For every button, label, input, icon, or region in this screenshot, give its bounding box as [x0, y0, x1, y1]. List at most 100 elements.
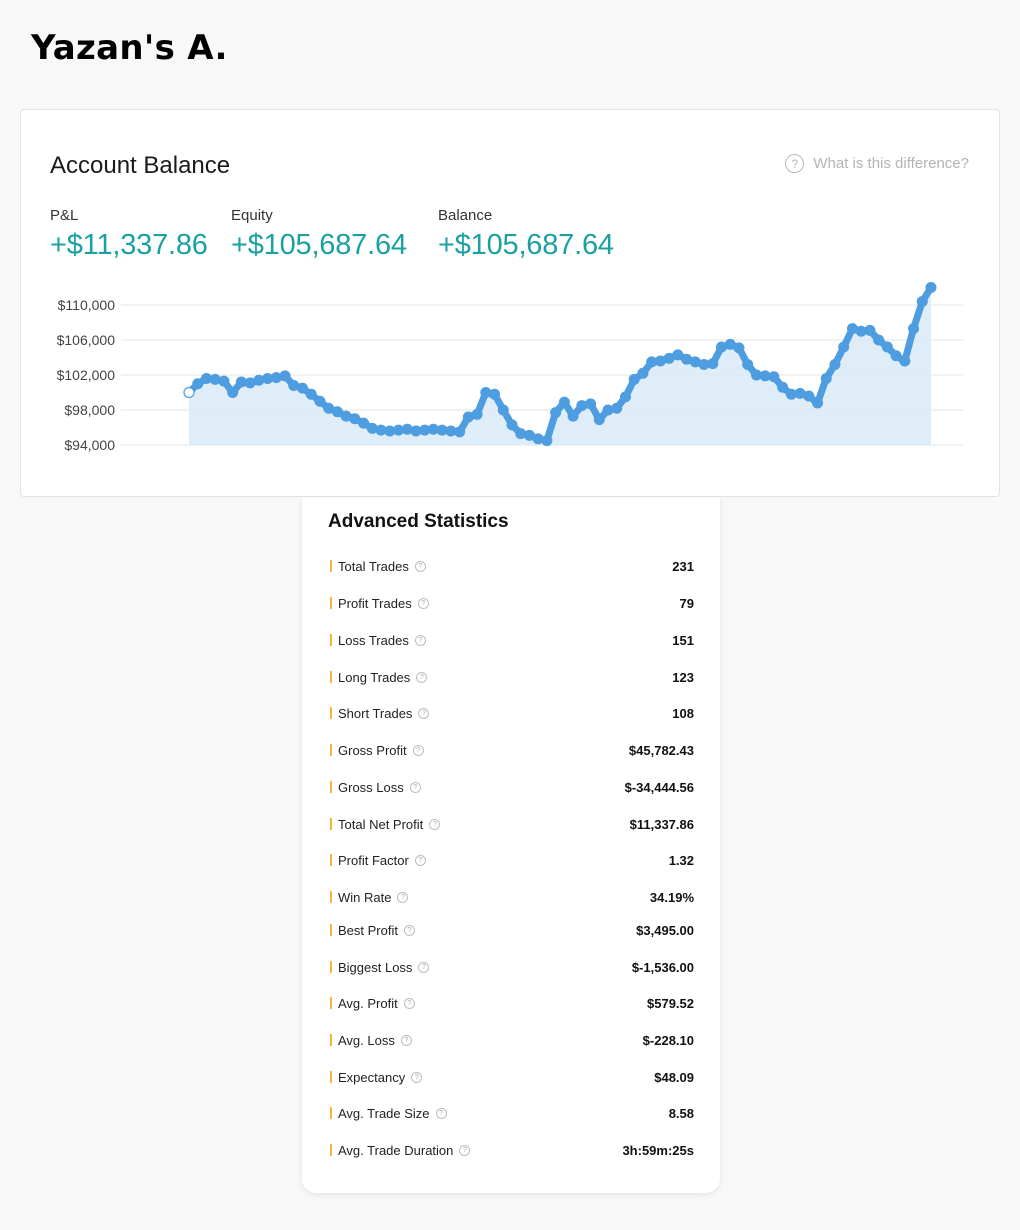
chart-data-point[interactable]: [864, 324, 876, 336]
chart-data-point[interactable]: [541, 435, 553, 447]
chart-data-point[interactable]: [244, 377, 256, 389]
chart-data-point[interactable]: [794, 387, 806, 399]
chart-data-point[interactable]: [253, 374, 265, 386]
chart-data-point[interactable]: [489, 388, 501, 400]
chart-data-point[interactable]: [227, 387, 239, 398]
chart-data-point[interactable]: [427, 423, 439, 435]
chart-data-point[interactable]: [471, 408, 483, 420]
chart-data-point[interactable]: [576, 400, 588, 412]
chart-data-point[interactable]: [567, 410, 579, 422]
question-circle-icon[interactable]: ?: [435, 1107, 447, 1119]
chart-data-point[interactable]: [262, 373, 274, 384]
question-circle-icon[interactable]: ?: [418, 707, 430, 719]
question-circle-icon[interactable]: ?: [411, 1071, 423, 1083]
chart-data-point[interactable]: [724, 338, 736, 350]
chart-data-point[interactable]: [393, 424, 405, 436]
question-circle-icon[interactable]: ?: [418, 961, 430, 973]
question-circle-icon[interactable]: ?: [416, 671, 428, 683]
chart-data-point[interactable]: [846, 323, 858, 335]
question-circle-icon[interactable]: ?: [409, 781, 421, 793]
chart-data-point[interactable]: [331, 406, 343, 418]
chart-data-point[interactable]: [593, 414, 605, 426]
chart-data-point[interactable]: [925, 282, 937, 293]
chart-data-point[interactable]: [663, 352, 675, 364]
chart-data-point[interactable]: [305, 388, 317, 400]
chart-data-point[interactable]: [646, 356, 658, 368]
chart-data-point[interactable]: [558, 396, 570, 408]
chart-data-point[interactable]: [384, 425, 396, 437]
chart-data-point[interactable]: [916, 296, 928, 307]
chart-data-point[interactable]: [698, 359, 710, 370]
chart-data-point[interactable]: [785, 388, 797, 400]
chart-data-point[interactable]: [401, 423, 413, 435]
chart-data-point[interactable]: [812, 397, 824, 409]
chart-data-point[interactable]: [454, 426, 466, 438]
question-circle-icon[interactable]: ?: [403, 924, 415, 936]
chart-data-point[interactable]: [803, 390, 815, 402]
chart-data-point[interactable]: [681, 353, 693, 365]
chart-data-point[interactable]: [890, 350, 902, 362]
chart-data-point[interactable]: [523, 429, 535, 441]
chart-data-point[interactable]: [750, 369, 762, 381]
chart-data-point[interactable]: [323, 402, 335, 414]
chart-data-point[interactable]: [480, 387, 492, 398]
chart-data-point[interactable]: [899, 355, 911, 367]
chart-data-point[interactable]: [270, 372, 282, 384]
chart-data-point[interactable]: [585, 398, 597, 410]
chart-data-point[interactable]: [829, 359, 841, 370]
chart-data-point[interactable]: [881, 341, 893, 353]
question-circle-icon[interactable]: ?: [429, 818, 441, 830]
question-circle-icon[interactable]: ?: [400, 1034, 412, 1046]
chart-data-point[interactable]: [436, 424, 448, 436]
question-circle-icon[interactable]: ?: [397, 891, 409, 903]
chart-data-point[interactable]: [855, 325, 867, 337]
chart-data-point[interactable]: [820, 373, 832, 384]
chart-data-point[interactable]: [506, 419, 518, 431]
chart-data-point[interactable]: [288, 380, 300, 391]
chart-data-point[interactable]: [349, 413, 361, 425]
chart-data-point[interactable]: [838, 341, 850, 353]
chart-data-point[interactable]: [183, 386, 195, 399]
difference-help-link[interactable]: ? What is this difference?: [785, 154, 969, 173]
chart-data-point[interactable]: [628, 373, 640, 385]
question-circle-icon[interactable]: ?: [403, 997, 415, 1009]
chart-data-point[interactable]: [235, 376, 247, 388]
chart-data-point[interactable]: [296, 382, 308, 394]
chart-data-point[interactable]: [637, 367, 649, 379]
chart-data-point[interactable]: [707, 358, 719, 370]
chart-data-point[interactable]: [742, 359, 754, 370]
question-circle-icon[interactable]: ?: [414, 854, 426, 866]
chart-data-point[interactable]: [532, 433, 544, 445]
chart-data-point[interactable]: [550, 407, 562, 419]
chart-data-point[interactable]: [279, 370, 291, 382]
chart-data-point[interactable]: [375, 424, 387, 436]
chart-data-point[interactable]: [777, 381, 789, 393]
chart-data-point[interactable]: [209, 373, 221, 385]
chart-data-point[interactable]: [873, 334, 885, 346]
chart-data-point[interactable]: [689, 356, 701, 368]
chart-data-point[interactable]: [366, 422, 378, 434]
balance-chart[interactable]: $110,000 $106,000 $102,000 $98,000 $94,000: [21, 280, 999, 480]
chart-data-point[interactable]: [445, 425, 457, 437]
chart-data-point[interactable]: [602, 404, 614, 416]
question-circle-icon[interactable]: ?: [414, 560, 426, 572]
chart-data-point[interactable]: [358, 417, 370, 429]
chart-data-point[interactable]: [611, 402, 623, 414]
chart-data-point[interactable]: [462, 411, 474, 423]
chart-data-point[interactable]: [759, 370, 771, 382]
question-circle-icon[interactable]: ?: [412, 744, 424, 756]
chart-data-point[interactable]: [340, 410, 352, 422]
chart-data-point[interactable]: [654, 355, 666, 367]
chart-data-point[interactable]: [314, 395, 326, 407]
chart-data-point[interactable]: [200, 373, 212, 384]
chart-data-point[interactable]: [419, 424, 431, 436]
chart-data-point[interactable]: [410, 425, 422, 437]
chart-data-point[interactable]: [218, 375, 230, 387]
question-circle-icon[interactable]: ?: [459, 1144, 471, 1156]
chart-data-point[interactable]: [768, 371, 780, 383]
chart-data-point[interactable]: [908, 323, 920, 335]
chart-data-point[interactable]: [619, 391, 631, 403]
question-circle-icon[interactable]: ?: [414, 634, 426, 646]
chart-data-point[interactable]: [497, 404, 509, 416]
chart-data-point[interactable]: [192, 378, 204, 390]
